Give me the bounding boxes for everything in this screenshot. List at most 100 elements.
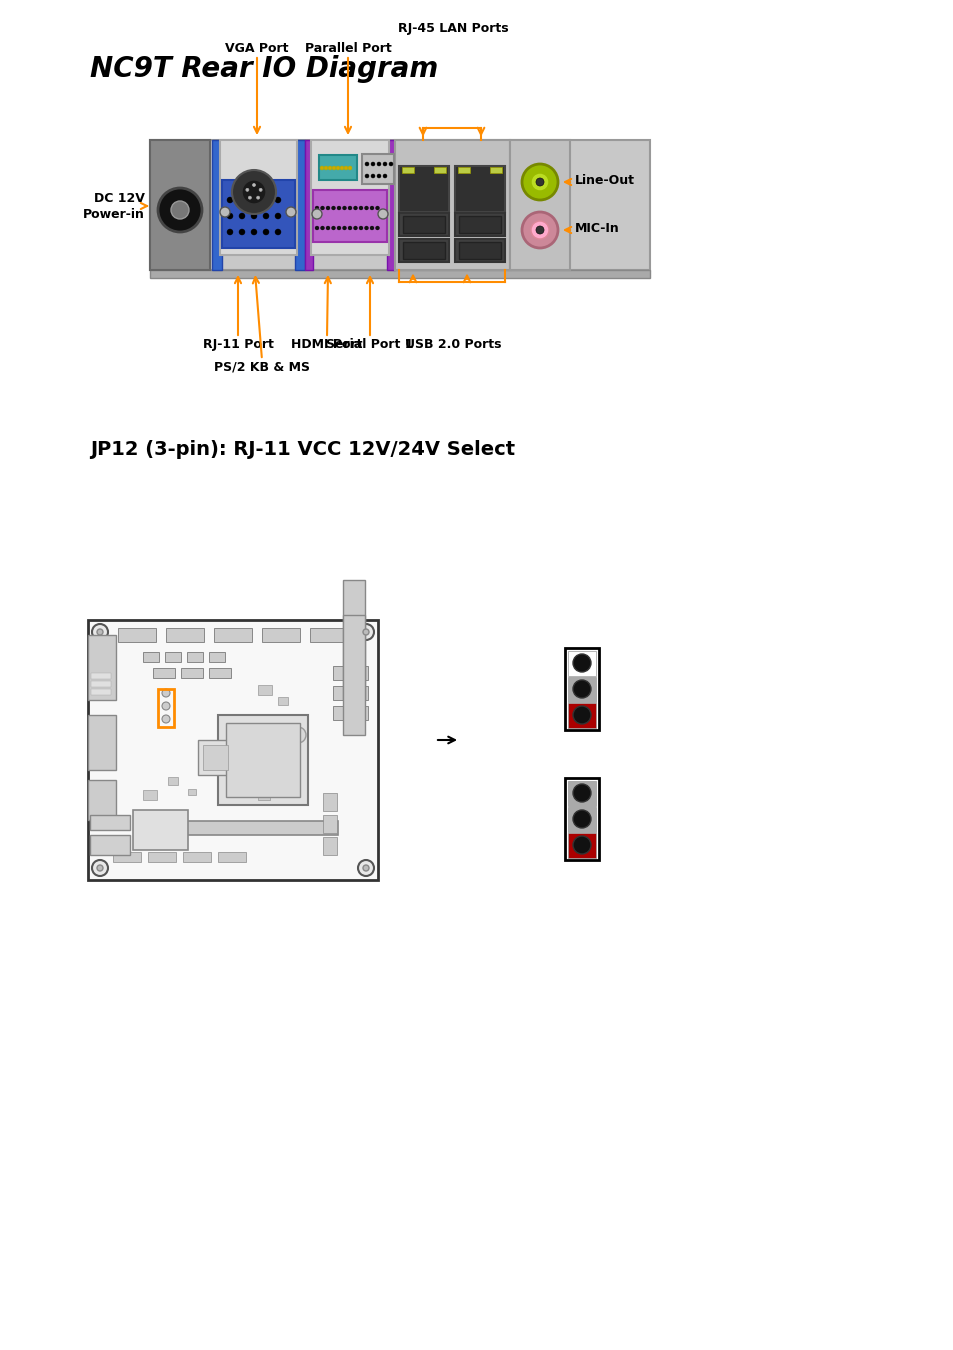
Bar	[220, 140, 296, 255]
Bar	[183, 821, 337, 836]
Bar	[262, 628, 299, 643]
Circle shape	[239, 197, 245, 202]
Bar	[567, 782, 596, 806]
Bar	[218, 716, 308, 805]
Circle shape	[342, 207, 346, 211]
Circle shape	[363, 629, 369, 634]
Circle shape	[251, 197, 256, 202]
Bar	[458, 216, 500, 234]
Circle shape	[242, 180, 266, 204]
Circle shape	[239, 213, 245, 219]
Circle shape	[97, 629, 103, 634]
Circle shape	[328, 166, 332, 170]
Circle shape	[348, 225, 352, 230]
Circle shape	[97, 865, 103, 871]
Circle shape	[344, 166, 348, 170]
Bar	[257, 792, 270, 801]
Circle shape	[358, 225, 363, 230]
Circle shape	[348, 207, 352, 211]
Bar	[150, 140, 649, 270]
Circle shape	[263, 213, 269, 219]
Bar	[243, 751, 293, 780]
Circle shape	[162, 716, 170, 724]
Circle shape	[246, 189, 249, 192]
Circle shape	[232, 170, 275, 215]
Bar	[132, 810, 188, 850]
Circle shape	[365, 162, 369, 166]
Bar	[402, 242, 444, 259]
Bar	[88, 634, 116, 701]
Bar	[323, 837, 336, 855]
Bar	[90, 836, 130, 855]
Bar	[343, 580, 365, 701]
Bar	[401, 167, 414, 173]
Circle shape	[336, 207, 340, 211]
Text: VGA Port: VGA Port	[225, 42, 289, 55]
Bar	[212, 140, 222, 270]
Bar	[209, 668, 231, 678]
Bar	[398, 239, 449, 262]
Circle shape	[227, 213, 233, 219]
Circle shape	[521, 212, 558, 248]
Circle shape	[290, 728, 306, 743]
Bar	[305, 140, 313, 270]
Circle shape	[531, 173, 548, 190]
Circle shape	[363, 865, 369, 871]
Circle shape	[319, 166, 324, 170]
Circle shape	[259, 189, 262, 192]
Circle shape	[354, 225, 357, 230]
Bar	[90, 815, 130, 830]
Circle shape	[171, 201, 189, 219]
Circle shape	[286, 207, 295, 217]
Text: NC9T Rear IO Diagram: NC9T Rear IO Diagram	[90, 55, 437, 82]
Bar	[567, 833, 596, 859]
Circle shape	[573, 680, 590, 698]
Text: PS/2 KB & MS: PS/2 KB & MS	[213, 360, 310, 373]
Text: MIC-In: MIC-In	[575, 221, 619, 235]
Circle shape	[521, 163, 558, 200]
Bar	[257, 684, 272, 695]
Circle shape	[314, 225, 318, 230]
Text: Line-Out: Line-Out	[575, 174, 635, 186]
Circle shape	[335, 166, 339, 170]
Bar	[226, 724, 299, 796]
Circle shape	[91, 860, 108, 876]
Bar	[218, 852, 246, 863]
Bar	[187, 652, 203, 662]
Bar	[188, 788, 195, 795]
Bar	[198, 740, 233, 775]
Bar	[567, 703, 596, 728]
Bar	[112, 852, 141, 863]
Text: Serial Port 1: Serial Port 1	[326, 338, 414, 351]
Bar	[455, 166, 504, 212]
Bar	[91, 680, 111, 687]
Bar	[313, 190, 387, 242]
Circle shape	[377, 209, 388, 219]
Circle shape	[375, 225, 379, 230]
Circle shape	[573, 810, 590, 828]
Bar	[88, 716, 116, 769]
Bar	[333, 686, 368, 701]
Bar	[333, 666, 368, 680]
Circle shape	[382, 162, 387, 166]
Circle shape	[227, 230, 233, 235]
Circle shape	[248, 196, 252, 200]
Bar	[323, 815, 336, 833]
Text: RJ-45 LAN Ports: RJ-45 LAN Ports	[397, 22, 508, 35]
Circle shape	[253, 184, 255, 186]
Bar	[181, 668, 203, 678]
Circle shape	[326, 207, 330, 211]
Bar	[209, 652, 225, 662]
Circle shape	[314, 207, 318, 211]
Bar	[294, 140, 305, 270]
Bar	[455, 239, 504, 262]
Bar	[398, 213, 449, 236]
Circle shape	[158, 188, 202, 232]
Bar	[457, 167, 470, 173]
Bar	[395, 140, 510, 270]
Circle shape	[162, 702, 170, 710]
Circle shape	[336, 225, 340, 230]
Bar	[361, 154, 394, 184]
Circle shape	[370, 225, 374, 230]
Bar	[213, 628, 252, 643]
